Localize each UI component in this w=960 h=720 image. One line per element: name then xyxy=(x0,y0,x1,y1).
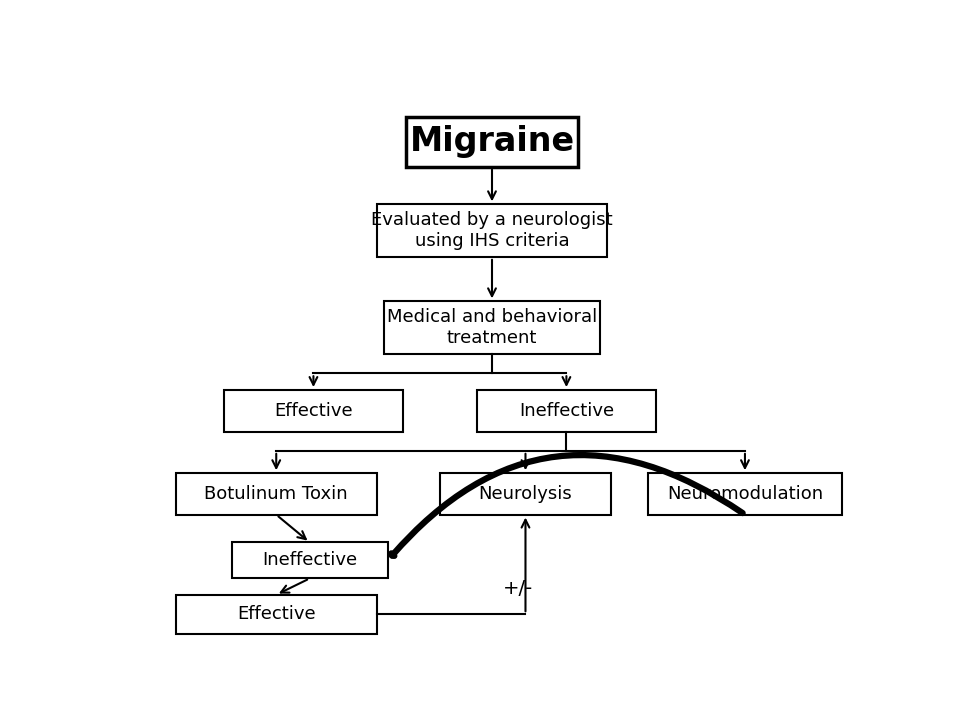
Text: Neuromodulation: Neuromodulation xyxy=(667,485,823,503)
Text: Ineffective: Ineffective xyxy=(262,552,357,570)
Text: Ineffective: Ineffective xyxy=(518,402,614,420)
FancyArrowPatch shape xyxy=(392,455,743,556)
Text: Migraine: Migraine xyxy=(409,125,575,158)
FancyBboxPatch shape xyxy=(406,117,578,167)
Text: Botulinum Toxin: Botulinum Toxin xyxy=(204,485,348,503)
Text: Effective: Effective xyxy=(275,402,352,420)
Text: +/-: +/- xyxy=(503,579,533,598)
Text: Medical and behavioral
treatment: Medical and behavioral treatment xyxy=(387,308,597,347)
Text: Effective: Effective xyxy=(237,606,316,624)
Text: Evaluated by a neurologist
using IHS criteria: Evaluated by a neurologist using IHS cri… xyxy=(372,211,612,250)
FancyBboxPatch shape xyxy=(384,301,600,354)
FancyBboxPatch shape xyxy=(648,473,842,515)
FancyBboxPatch shape xyxy=(231,542,388,578)
FancyBboxPatch shape xyxy=(376,204,608,257)
Text: Neurolysis: Neurolysis xyxy=(479,485,572,503)
FancyBboxPatch shape xyxy=(440,473,611,515)
FancyBboxPatch shape xyxy=(477,390,656,431)
FancyBboxPatch shape xyxy=(225,390,403,431)
FancyBboxPatch shape xyxy=(176,473,376,515)
FancyBboxPatch shape xyxy=(176,595,376,634)
